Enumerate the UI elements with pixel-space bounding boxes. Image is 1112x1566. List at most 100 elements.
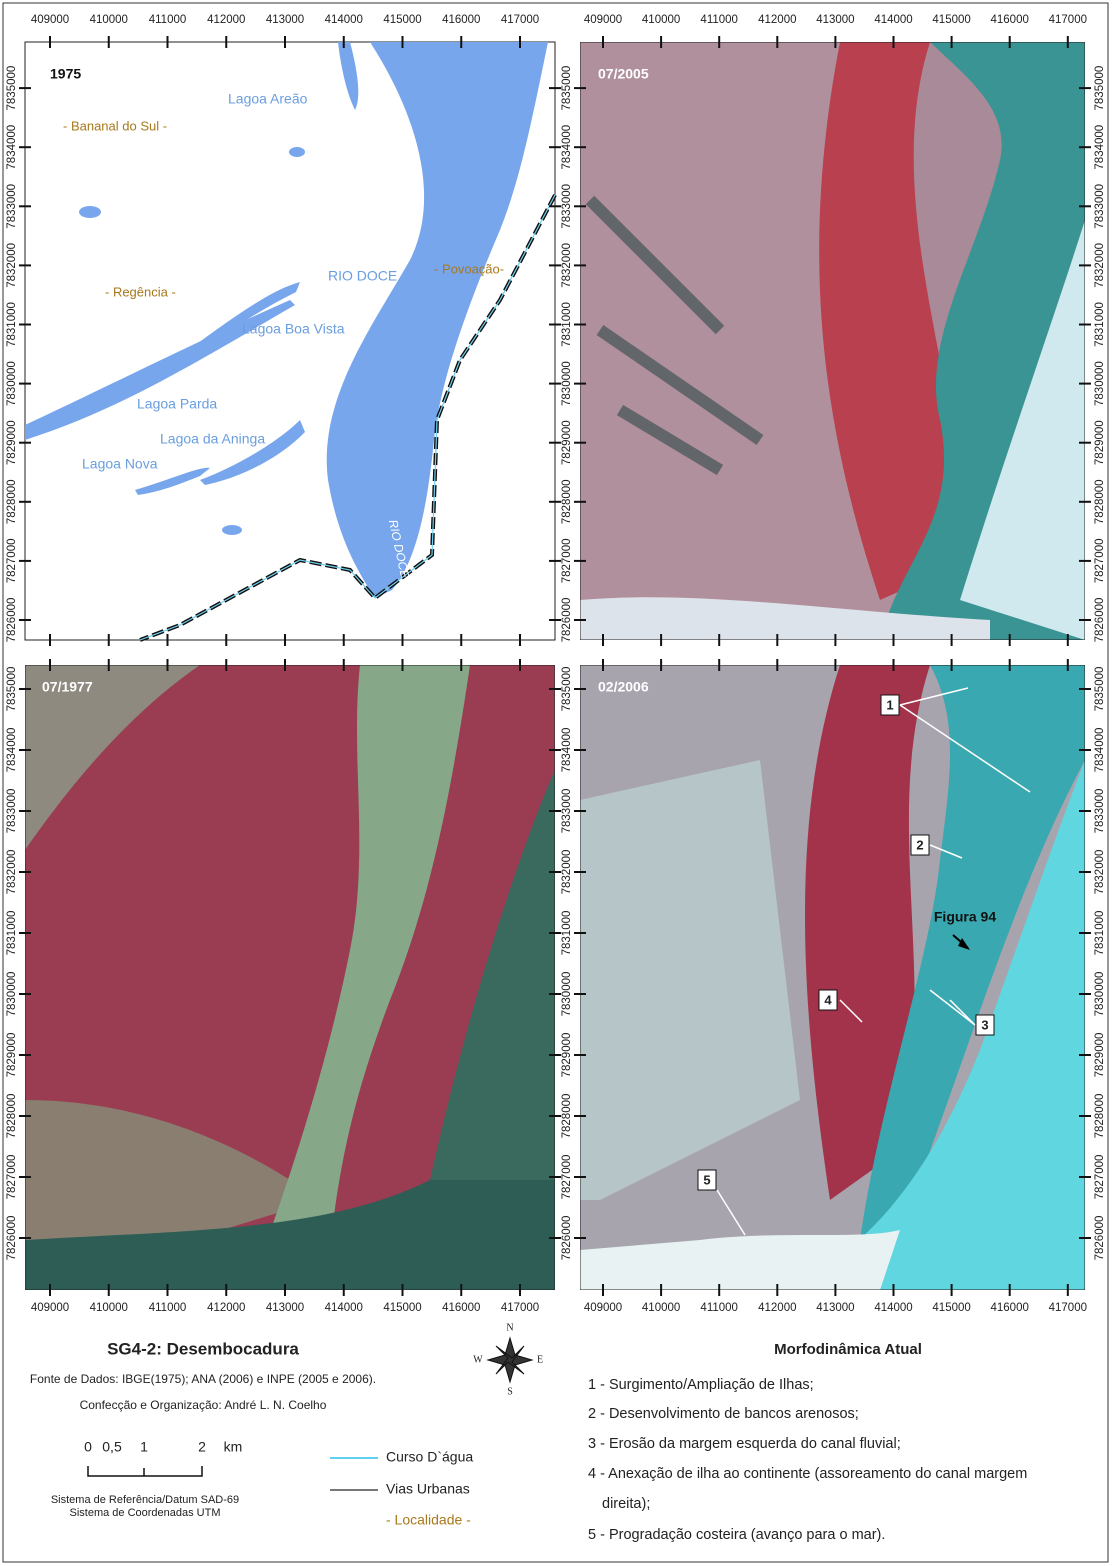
x-coord-label: 411000 [149,1302,187,1314]
x-coord-label: 409000 [584,14,622,26]
panel-1977 [25,665,555,1290]
y-coord-label: 7834000 [561,125,573,170]
callout-box [697,1169,717,1191]
y-coord-label: 7829000 [6,1033,18,1078]
footer-author: Confecção e Organização: André L. N. Coe… [80,1398,327,1412]
scale-label: 1 [140,1439,148,1455]
footer-title: SG4-2: Desembocadura [107,1339,299,1358]
x-coord-label: 416000 [991,1302,1029,1314]
y-coord-label: 7827000 [1094,539,1106,584]
y-coord-label: 7831000 [561,911,573,956]
y-coord-label: 7834000 [561,728,573,773]
y-coord-label: 7826000 [561,598,573,643]
x-coord-label: 413000 [816,14,854,26]
y-coord-label: 7833000 [1094,184,1106,229]
y-coord-label: 7828000 [6,1094,18,1139]
morpho-item: 5 - Progradação costeira (avanço para o … [588,1527,885,1543]
y-coord-label: 7827000 [1094,1155,1106,1200]
y-coord-label: 7827000 [6,1155,18,1200]
locality-label: - Povoação- [434,261,504,276]
x-coord-label: 410000 [642,14,680,26]
y-coord-label: 7835000 [561,66,573,111]
y-coord-label: 7833000 [561,184,573,229]
morpho-item: 3 - Erosão da margem esquerda do canal f… [588,1436,901,1452]
x-coord-label: 415000 [383,14,421,26]
scale-label: km [224,1439,243,1455]
y-coord-label: 7829000 [1094,420,1106,465]
x-coord-label: 409000 [31,14,69,26]
x-coord-label: 416000 [442,14,480,26]
callout-box [880,694,900,716]
compass-letter: N [506,1322,513,1333]
morpho-item: 4 - Anexação de ilha ao continente (asso… [588,1466,1027,1482]
x-coord-label: 417000 [501,14,539,26]
y-coord-label: 7826000 [561,1216,573,1261]
water-label: Lagoa Nova [82,456,158,472]
y-coord-label: 7827000 [6,539,18,584]
y-coord-label: 7830000 [561,972,573,1017]
y-coord-label: 7835000 [6,66,18,111]
y-coord-label: 7834000 [1094,125,1106,170]
y-coord-label: 7834000 [1094,728,1106,773]
y-coord-label: 7832000 [6,850,18,895]
x-coord-label: 412000 [207,1302,245,1314]
y-coord-label: 7828000 [6,479,18,524]
panel-label: 07/2005 [598,66,649,82]
x-coord-label: 410000 [90,14,128,26]
x-coord-label: 415000 [383,1302,421,1314]
y-coord-label: 7833000 [6,789,18,834]
scale-bar [87,1466,203,1477]
y-coord-label: 7832000 [6,243,18,288]
x-coord-label: 412000 [207,14,245,26]
y-coord-label: 7831000 [1094,302,1106,347]
y-coord-label: 7828000 [1094,479,1106,524]
y-coord-label: 7832000 [561,243,573,288]
morpho-title: Morfodinâmica Atual [774,1341,922,1358]
y-coord-label: 7827000 [561,539,573,584]
y-coord-label: 7832000 [561,850,573,895]
callout-box [975,1014,995,1036]
y-coord-label: 7835000 [6,667,18,712]
panel-label: 1975 [50,66,81,82]
legend-label: - Localidade - [386,1512,471,1528]
y-coord-label: 7833000 [1094,789,1106,834]
callout-number: 4 [824,992,832,1007]
x-coord-label: 411000 [149,14,187,26]
y-coord-label: 7830000 [6,361,18,406]
x-coord-label: 413000 [266,14,304,26]
callout-number: 2 [916,837,923,852]
x-coord-label: 412000 [758,14,796,26]
y-coord-label: 7826000 [6,1216,18,1261]
legend-label: Curso D`água [386,1449,473,1465]
callout-box [910,834,930,856]
panel-2006 [580,665,1085,1290]
x-coord-label: 413000 [816,1302,854,1314]
compass-letter: E [537,1354,543,1365]
y-coord-label: 7830000 [1094,972,1106,1017]
y-coord-label: 7834000 [6,125,18,170]
x-coord-label: 411000 [700,14,738,26]
x-coord-label: 409000 [31,1302,69,1314]
y-coord-label: 7835000 [1094,66,1106,111]
callout-number: 1 [886,697,893,712]
water-label: RIO DOCE [328,268,397,284]
morpho-item: direita); [602,1496,650,1512]
y-coord-label: 7826000 [1094,1216,1106,1261]
water-label: Lagoa Areão [228,91,308,107]
y-coord-label: 7832000 [1094,243,1106,288]
callout-number: 5 [703,1172,710,1187]
y-coord-label: 7834000 [6,728,18,773]
x-coord-label: 415000 [932,14,970,26]
y-coord-label: 7835000 [1094,667,1106,712]
x-coord-label: 409000 [584,1302,622,1314]
compass-letter: W [473,1354,483,1365]
x-coord-label: 414000 [874,14,912,26]
compass-rose [486,1336,534,1384]
x-coord-label: 410000 [90,1302,128,1314]
callout-number: 3 [981,1017,988,1032]
y-coord-label: 7829000 [561,420,573,465]
panel-1975 [24,41,557,642]
y-coord-label: 7832000 [1094,850,1106,895]
scale-label: 2 [198,1439,206,1455]
